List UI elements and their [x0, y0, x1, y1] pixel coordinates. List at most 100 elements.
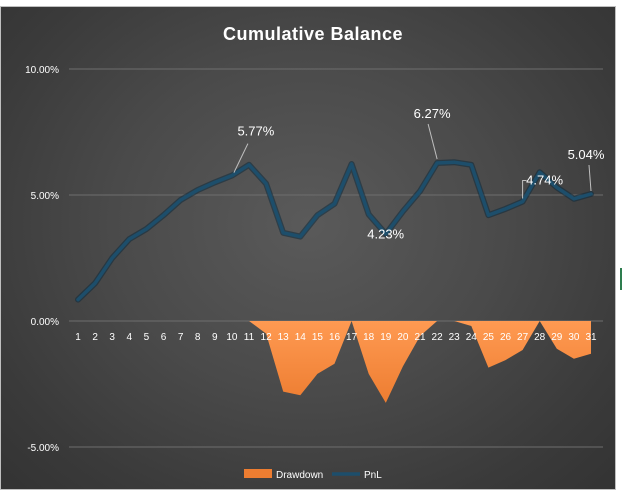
x-tick-label: 2: [92, 332, 98, 343]
y-axis-tick-labels: -5.00% 0.00% 5.00% 10.00%: [25, 65, 59, 454]
drawdown-point: [368, 373, 370, 375]
pnl-line: [76, 160, 593, 302]
pnl-point: [384, 232, 387, 236]
drawdown-point: [522, 349, 524, 351]
x-tick-label: 8: [195, 332, 201, 343]
legend-label-pnl: PnL: [364, 470, 382, 481]
leader-line: [427, 123, 438, 160]
drawdown-point: [385, 402, 387, 404]
pnl-point: [230, 174, 234, 177]
y-tick-label: -5.00%: [27, 443, 59, 454]
pnl-point: [487, 213, 490, 217]
side-marker: [620, 268, 622, 290]
pnl-point: [162, 213, 165, 217]
drawdown-point: [146, 320, 148, 322]
pnl-point: [453, 161, 456, 164]
x-axis-tick-labels: 1 2 3 4 5 6 7 8 9 10 11 12 13 14 15 16 17 18 19 20 21 22 23 24 2…: [75, 332, 597, 343]
pnl-point: [213, 181, 216, 184]
pnl-point: [521, 200, 524, 203]
data-label: 5.04%: [568, 147, 605, 162]
x-tick-label: 25: [483, 332, 495, 343]
y-tick-label: 5.00%: [31, 191, 59, 202]
pnl-point: [538, 171, 541, 174]
drawdown-point: [317, 373, 319, 375]
x-tick-label: 16: [329, 332, 341, 343]
pnl-point: [350, 162, 353, 166]
drawdown-point: [180, 320, 182, 322]
x-tick-label: 9: [212, 332, 218, 343]
pnl-point: [504, 207, 507, 211]
drawdown-point: [248, 320, 250, 322]
x-tick-label: 20: [397, 332, 409, 343]
chart-svg: Cumulative Balance -5.00% 0.00% 5.00% 10.00…: [25, 24, 605, 481]
y-tick-label: 10.00%: [25, 65, 59, 76]
pnl-point: [282, 231, 285, 234]
drawdown-point: [488, 367, 490, 369]
x-tick-label: 29: [551, 332, 563, 343]
chart-frame: Cumulative Balance -5.00% 0.00% 5.00% 10.00…: [0, 6, 616, 490]
data-label: 6.27%: [414, 106, 451, 121]
x-tick-label: 6: [161, 332, 167, 343]
drawdown-point: [282, 391, 284, 393]
x-tick-label: 28: [534, 332, 546, 343]
pnl-point: [264, 182, 268, 185]
gridlines: [69, 68, 603, 448]
pnl-point: [299, 235, 302, 238]
pnl-point: [555, 186, 558, 189]
x-tick-label: 1: [75, 332, 81, 343]
x-tick-label: 14: [295, 332, 307, 343]
drawdown-point: [573, 358, 575, 360]
x-tick-label: 19: [380, 332, 392, 343]
x-tick-label: 15: [312, 332, 324, 343]
pnl-point: [418, 190, 422, 193]
drawdown-point: [334, 363, 336, 365]
drawdown-point: [300, 395, 302, 397]
x-tick-label: 11: [244, 332, 255, 343]
legend-swatch-drawdown: [244, 469, 272, 478]
drawdown-point: [402, 366, 404, 368]
x-tick-label: 18: [363, 332, 375, 343]
pnl-point: [196, 188, 199, 192]
pnl-point: [316, 213, 319, 217]
pnl-point: [333, 202, 336, 206]
y-tick-label: 0.00%: [31, 317, 59, 328]
leader-line: [233, 143, 249, 173]
pnl-point: [247, 163, 251, 166]
drawdown-point: [590, 353, 592, 355]
drawdown-point: [505, 359, 507, 361]
drawdown-point: [453, 320, 455, 322]
drawdown-point: [129, 320, 131, 322]
x-tick-label: 13: [278, 332, 290, 343]
drawdown-point: [94, 320, 96, 322]
x-tick-label: 5: [144, 332, 150, 343]
drawdown-point: [197, 320, 199, 322]
pnl-point: [589, 192, 593, 196]
x-tick-label: 26: [500, 332, 512, 343]
drawdown-point: [351, 320, 353, 322]
pnl-point: [435, 161, 439, 165]
drawdown-point: [556, 348, 558, 350]
legend: Drawdown PnL: [244, 469, 382, 481]
pnl-point: [401, 210, 405, 213]
pnl-point: [111, 256, 114, 260]
pnl-point: [179, 198, 182, 202]
drawdown-area: [78, 321, 591, 403]
pnl-point: [76, 298, 80, 301]
data-label: 5.77%: [237, 124, 274, 139]
drawdown-point: [436, 320, 438, 322]
drawdown-point: [111, 320, 113, 322]
data-labels: 5.77% 4.23% 6.27% 4.74% 5.04%: [233, 106, 605, 241]
drawdown-point: [214, 320, 216, 322]
leader-line: [588, 164, 592, 192]
data-label: 4.74%: [526, 173, 563, 188]
drawdown-point: [471, 325, 473, 327]
pnl-point: [128, 237, 131, 241]
x-tick-label: 30: [568, 332, 580, 343]
drawdown-area-series: [78, 320, 592, 404]
pnl-line-shadow: [75, 159, 594, 303]
pnl-point: [93, 282, 97, 285]
drawdown-point: [163, 320, 165, 322]
x-tick-label: 21: [414, 332, 426, 343]
x-tick-label: 3: [109, 332, 115, 343]
x-tick-label: 22: [432, 332, 444, 343]
